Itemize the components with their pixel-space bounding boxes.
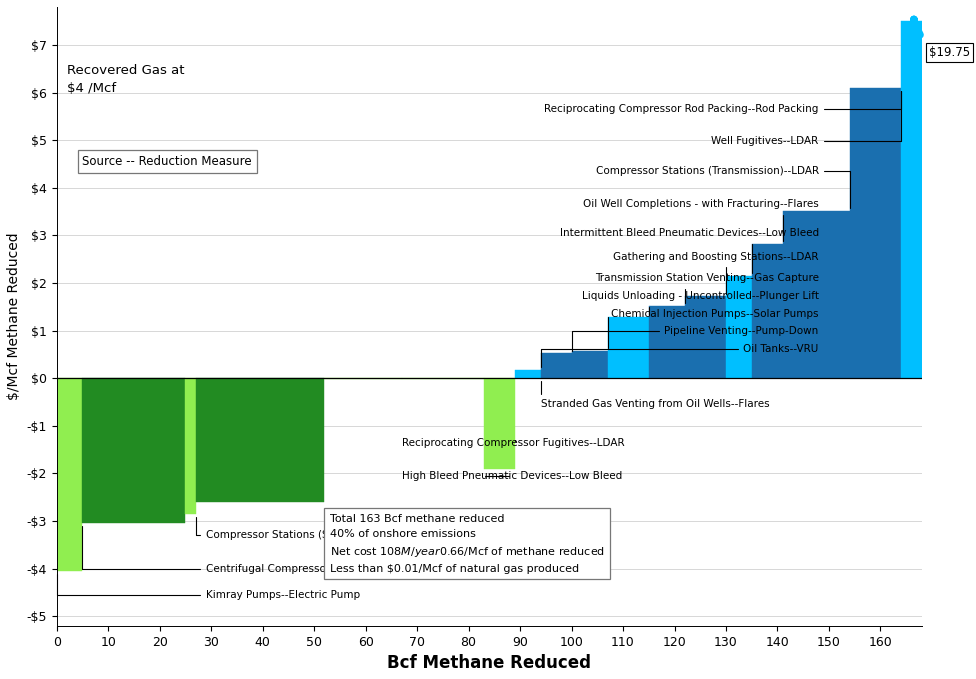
Text: $19.75: $19.75 <box>929 45 970 58</box>
Text: LDC Meters and Regulators--LDAR: LDC Meters and Regulators--LDAR <box>0 678 1 679</box>
Bar <box>849 88 901 378</box>
Text: Intermittent Bleed Pneumatic Devices--Low Bleed: Intermittent Bleed Pneumatic Devices--Lo… <box>559 228 819 273</box>
Bar <box>572 350 608 378</box>
Bar <box>196 378 324 502</box>
X-axis label: Bcf Methane Reduced: Bcf Methane Reduced <box>387 654 591 672</box>
Text: Oil Tanks--VRU: Oil Tanks--VRU <box>541 344 819 367</box>
Text: Recovered Gas at
$4 /Mcf: Recovered Gas at $4 /Mcf <box>67 64 184 95</box>
Text: Kimray Pumps--Electric Pump: Kimray Pumps--Electric Pump <box>57 574 360 600</box>
Bar <box>515 369 541 378</box>
Bar <box>649 306 685 378</box>
Y-axis label: $/Mcf Methane Reduced: $/Mcf Methane Reduced <box>7 232 20 400</box>
Text: Reciprocating Compressor Fugitives--LDAR: Reciprocating Compressor Fugitives--LDAR <box>402 437 625 447</box>
Bar <box>783 210 849 378</box>
Bar <box>752 244 783 378</box>
Bar <box>901 21 927 378</box>
Text: Chemical Injection Pumps--Solar Pumps: Chemical Injection Pumps--Solar Pumps <box>608 309 819 348</box>
Bar <box>82 378 185 524</box>
Bar <box>541 354 572 378</box>
Bar <box>726 276 752 378</box>
Text: Liquids Unloading - Uncontrolled--Plunger Lift: Liquids Unloading - Uncontrolled--Plunge… <box>582 291 819 314</box>
Bar <box>57 378 82 571</box>
Text: Gathering and Boosting Stations--LDAR: Gathering and Boosting Stations--LDAR <box>613 252 819 293</box>
Text: Compressor Stations (Storage)--LDAR: Compressor Stations (Storage)--LDAR <box>196 517 402 540</box>
Text: Oil Well Completions - with Fracturing--Flares: Oil Well Completions - with Fracturing--… <box>583 200 819 241</box>
Text: Total 163 Bcf methane reduced
40% of onshore emissions
Net cost $108 M/year    $: Total 163 Bcf methane reduced 40% of ons… <box>330 514 604 574</box>
Text: Source -- Reduction Measure: Source -- Reduction Measure <box>82 155 252 168</box>
Bar <box>685 296 726 378</box>
Bar <box>608 317 649 378</box>
Text: Transmission Station Venting--Gas Capture: Transmission Station Venting--Gas Captur… <box>594 273 819 303</box>
Bar <box>484 378 515 469</box>
Text: Stranded Gas Venting from Oil Wells--Flares: Stranded Gas Venting from Oil Wells--Fla… <box>541 381 769 409</box>
Text: Reciprocating Compressor Rod Packing--Rod Packing: Reciprocating Compressor Rod Packing--Ro… <box>545 91 901 114</box>
Text: Compressor Stations (Transmission)--LDAR: Compressor Stations (Transmission)--LDAR <box>595 166 849 208</box>
Text: High Bleed Pneumatic Devices--Low Bleed: High Bleed Pneumatic Devices--Low Bleed <box>402 471 622 481</box>
Bar <box>185 378 196 514</box>
Text: Well Fugitives--LDAR: Well Fugitives--LDAR <box>712 90 901 146</box>
Text: Pipeline Venting--Pump-Down: Pipeline Venting--Pump-Down <box>572 326 819 351</box>
Text: Centrifugal Compressors (wet seals)--Gas Capture: Centrifugal Compressors (wet seals)--Gas… <box>82 526 468 574</box>
